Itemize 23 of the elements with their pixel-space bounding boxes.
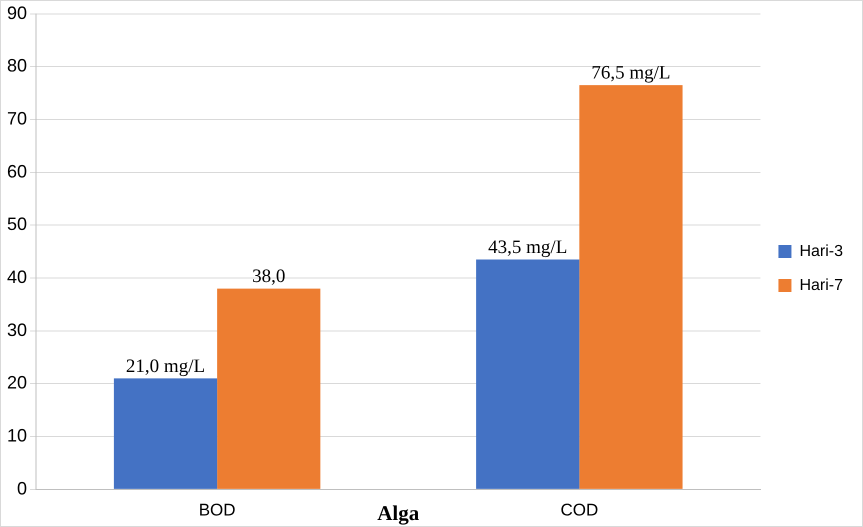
y-tick-label: 10 [6,426,28,446]
bar [579,85,683,489]
y-tick-label: 90 [6,2,28,23]
y-tick-label: 60 [6,161,28,182]
y-tick-label: 20 [6,372,28,393]
legend-label: Hari-7 [799,276,844,294]
bar [476,260,580,489]
y-tick-label: 40 [6,266,28,287]
x-tick-label: BOD [198,500,236,520]
legend-label: Hari-3 [799,242,844,260]
x-axis-title: Alga [377,500,420,525]
y-tick-label: 80 [6,56,28,76]
data-label: 43,5 mg/L [488,237,568,258]
y-tick-label: 50 [6,214,28,234]
data-label: 21,0 mg/L [126,356,206,377]
y-tick-label: 0 [17,478,28,498]
bar [217,288,320,489]
data-label: 38,0 [252,266,286,288]
y-tick-label: 30 [6,320,28,340]
bar [114,378,218,489]
data-label: 76,5 mg/L [591,62,671,84]
x-tick-label: COD [560,500,598,520]
y-tick-label: 70 [6,108,28,128]
